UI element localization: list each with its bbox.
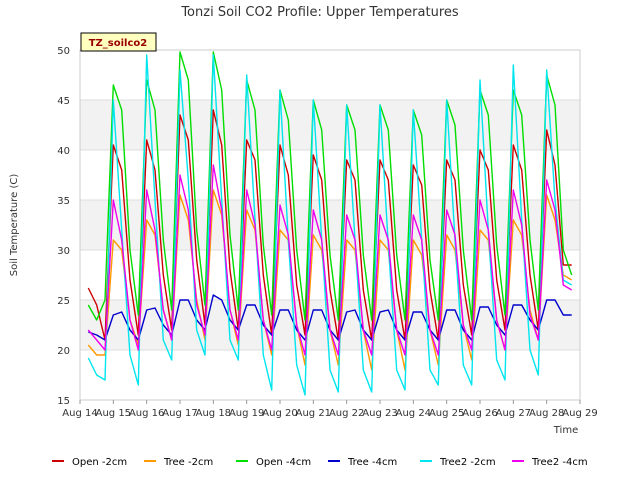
- legend: Open -2cm Tree -2cm Open -4cm Tree -4cm Tree…: [52, 457, 588, 468]
- y-tick-label: 15: [57, 396, 70, 407]
- legend-label: Tree -2cm: [163, 457, 213, 468]
- series-line: [87, 164, 573, 356]
- badge-box: [80, 32, 157, 52]
- legend-label: Open -4cm: [256, 457, 311, 468]
- y-tick-label: 50: [57, 46, 70, 57]
- y-axis-label: Soil Temperature (C): [9, 174, 20, 277]
- x-tick-label: Aug 21: [296, 408, 331, 419]
- plot-background: [80, 50, 580, 400]
- x-tick-label: Aug 18: [196, 408, 231, 419]
- x-tick-label: Aug 17: [162, 408, 197, 419]
- x-tick-label: Aug 27: [496, 408, 531, 419]
- plot-frame: [79, 49, 581, 401]
- y-tick-label: 40: [57, 146, 70, 157]
- x-tick-label: Aug 20: [262, 408, 297, 419]
- badge-label: TZ_soilco2: [89, 38, 148, 49]
- legend-label: Tree2 -2cm: [439, 457, 496, 468]
- x-tick-label: Aug 28: [529, 408, 564, 419]
- y-tick-label: 30: [57, 246, 70, 257]
- series-line: [87, 109, 572, 341]
- series-line: [87, 54, 573, 396]
- y-tick-label: 45: [57, 96, 70, 107]
- background-band: [80, 150, 580, 200]
- background-band: [80, 50, 580, 100]
- x-axis-label: Time: [553, 425, 578, 436]
- series-line: [87, 51, 573, 321]
- x-tick-label: Aug 14: [62, 408, 97, 419]
- background-band: [80, 100, 580, 150]
- y-tick-label: 35: [57, 196, 70, 207]
- legend-label: Open -2cm: [72, 457, 127, 468]
- y-tick-label: 20: [57, 346, 70, 357]
- chart-title: Tonzi Soil CO2 Profile: Upper Temperatur…: [180, 5, 459, 20]
- x-tick-label: Aug 22: [329, 408, 364, 419]
- y-tick-label: 25: [57, 296, 70, 307]
- x-tick-label: Aug 26: [462, 408, 497, 419]
- x-tick-label: Aug 24: [396, 408, 431, 419]
- legend-label: Tree -4cm: [347, 457, 397, 468]
- station-badge: TZ_soilco2: [80, 32, 157, 52]
- x-tick-label: Aug 23: [362, 408, 397, 419]
- legend-label: Tree2 -4cm: [531, 457, 588, 468]
- x-tick-label: Aug 16: [129, 408, 164, 419]
- x-tick-label: Aug 29: [562, 408, 597, 419]
- series-lines: [87, 51, 573, 396]
- x-tick-label: Aug 25: [429, 408, 464, 419]
- y-tick-labels: 15 20 25 30 35 40 45 50: [57, 46, 70, 407]
- x-tick-label: Aug 19: [229, 408, 264, 419]
- x-tick-label: Aug 15: [96, 408, 131, 419]
